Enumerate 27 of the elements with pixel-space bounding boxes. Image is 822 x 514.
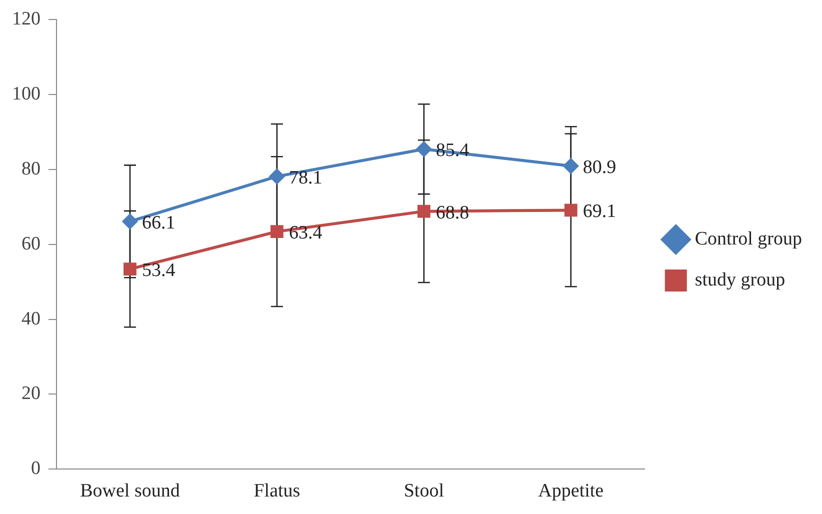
point <box>563 158 578 174</box>
data-label: 66.1 <box>142 212 176 234</box>
point <box>122 214 138 229</box>
x-tick-label: Stool <box>404 480 444 502</box>
data-label: 78.1 <box>288 167 322 188</box>
point <box>270 225 284 238</box>
x-tick-label: Appetite <box>538 480 604 502</box>
point <box>416 142 432 157</box>
data-label: 53.4 <box>142 260 176 282</box>
x-tick-label: Flatus <box>254 480 300 502</box>
point <box>269 168 284 184</box>
y-tick-label: 60 <box>22 233 40 254</box>
x-tick-label: Bowel sound <box>80 480 180 502</box>
legend-label: study group <box>694 269 786 290</box>
y-tick-label: 120 <box>12 8 40 30</box>
point <box>417 204 430 218</box>
point <box>564 204 578 217</box>
y-tick-label: 80 <box>22 158 40 180</box>
data-label: 80.9 <box>582 156 616 178</box>
y-tick-label: 20 <box>22 383 40 404</box>
data-label: 69.1 <box>582 201 616 222</box>
data-label: 63.4 <box>288 222 323 244</box>
point <box>124 262 136 276</box>
legend-label: Control group <box>694 228 802 250</box>
y-tick-label: 0 <box>31 458 40 480</box>
y-tick-label: 100 <box>12 83 40 104</box>
y-tick-label: 40 <box>22 308 40 330</box>
